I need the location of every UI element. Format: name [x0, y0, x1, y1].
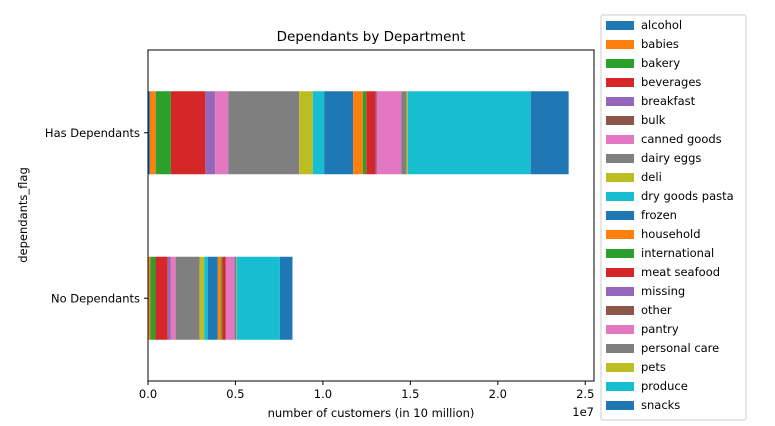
bar-segment-produce-no-dependants [236, 256, 280, 340]
bar-segment-dairy-eggs-no-dependants [175, 256, 200, 340]
x-tick-label: 2.0 [489, 387, 507, 401]
bar-segment-dry-goods-pasta-no-dependants [204, 256, 208, 340]
legend-entry-dairy-eggs: dairy eggs [641, 151, 701, 165]
bar-segment-bakery-no-dependants [150, 256, 156, 340]
bar-segment-pantry-no-dependants [226, 256, 235, 340]
legend-swatch [606, 97, 634, 106]
bar-segment-beverages-no-dependants [155, 256, 168, 340]
bar-segment-frozen-has-dependants [324, 91, 354, 175]
bar-segment-household-no-dependants [217, 256, 222, 340]
legend-entry-personal-care: personal care [641, 341, 719, 355]
x-offset-text: 1e7 [572, 405, 594, 419]
bar-segment-babies-no-dependants [148, 256, 151, 340]
legend-entry-frozen: frozen [641, 208, 677, 222]
bar-segment-frozen-no-dependants [207, 256, 218, 340]
y-tick-label: Has Dependants [45, 126, 140, 140]
legend-swatch [606, 249, 634, 258]
legend-swatch [606, 230, 634, 239]
bar-segment-canned-goods-has-dependants [215, 91, 229, 175]
bar-segment-deli-no-dependants [199, 256, 205, 340]
bar-segment-deli-has-dependants [299, 91, 313, 175]
legend-entry-international: international [641, 246, 714, 260]
bar-segment-other-has-dependants [376, 91, 377, 175]
bar-segment-breakfast-has-dependants [205, 91, 215, 175]
bar-segment-personal-care-no-dependants [234, 256, 237, 340]
bar-segment-pantry-has-dependants [376, 91, 402, 175]
bar-segment-bakery-has-dependants [155, 91, 171, 175]
legend-entry-breakfast: breakfast [641, 94, 696, 108]
legend-entry-babies: babies [641, 37, 679, 51]
legend-entry-produce: produce [641, 379, 688, 393]
legend-entry-other: other [641, 303, 672, 317]
legend-box [600, 14, 747, 421]
bar-segment-international-no-dependants [221, 256, 223, 340]
legend-entry-bulk: bulk [641, 113, 666, 127]
legend-swatch [606, 401, 634, 410]
legend: alcohol babies bakery beverages breakfast bul… [600, 14, 747, 421]
x-axis-ticks: 0.0 0.5 1.0 1.5 2.0 2.5 [139, 381, 594, 401]
bar-segment-produce-has-dependants [407, 91, 531, 175]
y-axis-ticks: No Dependants Has Dependants [45, 126, 148, 305]
bar-segment-meat-seafood-has-dependants [366, 91, 376, 175]
legend-entry-bakery: bakery [641, 56, 680, 70]
x-tick-label: 2.5 [576, 387, 594, 401]
legend-entry-canned-goods: canned goods [641, 132, 722, 146]
legend-swatch [606, 78, 634, 87]
legend-entry-household: household [641, 227, 701, 241]
legend-entry-dry-goods-pasta: dry goods pasta [641, 189, 734, 203]
x-tick-label: 0.5 [226, 387, 244, 401]
bar-segment-snacks-has-dependants [530, 91, 569, 175]
legend-entry-snacks: snacks [641, 398, 680, 412]
legend-swatch [606, 268, 634, 277]
bar-segment-household-has-dependants [353, 91, 363, 175]
bar-segment-meat-seafood-no-dependants [222, 256, 226, 340]
legend-swatch [606, 40, 634, 49]
y-tick-label: No Dependants [51, 291, 140, 305]
x-tick-label: 1.5 [401, 387, 419, 401]
bar-segment-missing-has-dependants [375, 91, 377, 175]
bar-segment-dry-goods-pasta-has-dependants [312, 91, 325, 175]
x-tick-label: 1.0 [314, 387, 332, 401]
axes-frame [147, 49, 595, 382]
legend-swatch [606, 363, 634, 372]
bar-segment-beverages-has-dependants [170, 91, 206, 175]
legend-swatch [606, 211, 634, 220]
chart-title: Dependants by Department [277, 29, 466, 45]
legend-swatch [606, 325, 634, 334]
bar-segment-canned-goods-no-dependants [170, 256, 176, 340]
legend-swatch [606, 21, 634, 30]
bars-layer [148, 91, 569, 340]
bar-segment-pets-has-dependants [406, 91, 408, 175]
legend-swatch [606, 173, 634, 182]
legend-swatch [606, 192, 634, 201]
legend-entry-deli: deli [641, 170, 662, 184]
bar-segment-bulk-has-dependants [214, 91, 216, 175]
bar-segment-breakfast-no-dependants [167, 256, 171, 340]
legend-entry-pets: pets [641, 360, 666, 374]
bar-segment-international-has-dependants [362, 91, 367, 175]
legend-swatch [606, 135, 634, 144]
bar-segment-snacks-no-dependants [279, 256, 293, 340]
legend-swatch [606, 382, 634, 391]
x-tick-label: 0.0 [139, 387, 157, 401]
legend-swatch [606, 344, 634, 353]
y-axis-label: dependants_flag [16, 167, 30, 263]
legend-swatch [606, 154, 634, 163]
legend-entry-alcohol: alcohol [641, 18, 682, 32]
x-axis-label: number of customers (in 10 million) [268, 406, 475, 420]
legend-entry-pantry: pantry [641, 322, 679, 336]
legend-entry-missing: missing [641, 284, 685, 298]
legend-swatch [606, 116, 634, 125]
bar-segment-alcohol-has-dependants [148, 91, 150, 175]
bar-segment-babies-has-dependants [149, 91, 156, 175]
legend-entry-meat-seafood: meat seafood [641, 265, 720, 279]
legend-swatch [606, 306, 634, 315]
legend-swatch [606, 59, 634, 68]
legend-entry-beverages: beverages [641, 75, 701, 89]
bar-segment-personal-care-has-dependants [401, 91, 407, 175]
legend-swatch [606, 287, 634, 296]
bar-segment-dairy-eggs-has-dependants [228, 91, 300, 175]
